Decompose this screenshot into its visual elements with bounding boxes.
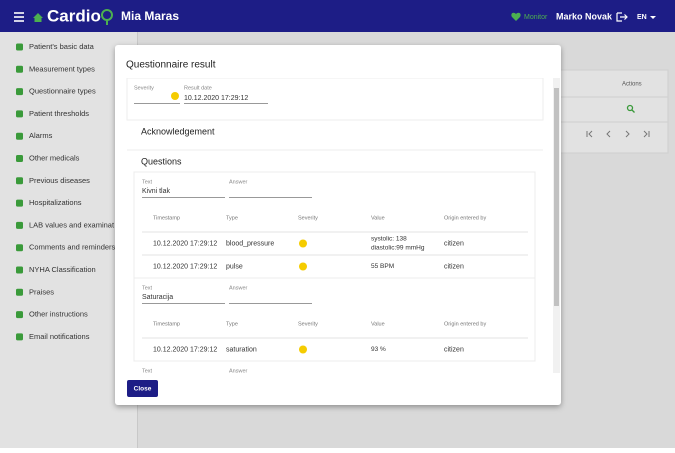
search-icon[interactable] xyxy=(626,104,635,113)
field-value: Kivni tlak xyxy=(142,188,171,195)
dialog xyxy=(115,45,561,405)
menu-item[interactable]: Previous diseases xyxy=(29,176,90,185)
cell-value: diastolic:99 mmHg xyxy=(371,245,425,252)
menu-icon xyxy=(16,43,23,51)
menu-icon xyxy=(16,88,23,96)
menu-item[interactable]: Praises xyxy=(29,287,54,296)
menu-item[interactable]: Alarms xyxy=(29,131,53,140)
field-label: Answer xyxy=(229,179,248,185)
cell-type: pulse xyxy=(226,263,243,270)
field-label: Answer xyxy=(229,368,248,374)
menu-item[interactable]: Email notifications xyxy=(29,332,90,341)
dialog-content: Severity Result date 10.12.2020 17:29:12 Ac… xyxy=(126,78,544,374)
field-label: Severity xyxy=(134,85,154,91)
field-label: Text xyxy=(142,179,153,185)
column-header: Timestamp xyxy=(153,321,180,327)
menu-item[interactable]: Measurement types xyxy=(29,64,95,73)
menu-item[interactable]: Other medicals xyxy=(29,153,80,162)
column-header: Timestamp xyxy=(153,215,180,221)
cell-timestamp: 10.12.2020 17:29:12 xyxy=(153,263,217,270)
field-label: Answer xyxy=(229,285,248,291)
menu-item[interactable]: Questionnaire types xyxy=(29,87,96,96)
column-header: Origin entered by xyxy=(444,215,486,221)
severity-indicator xyxy=(299,262,307,271)
cell-value: 55 BPM xyxy=(371,263,394,270)
role: Monitor xyxy=(524,14,548,21)
field-value: Saturacija xyxy=(142,294,173,301)
menu-item[interactable]: Patient thresholds xyxy=(29,109,89,118)
cell-type: blood_pressure xyxy=(226,240,274,247)
section-heading: Questions xyxy=(141,156,182,166)
menu-icon xyxy=(16,199,23,207)
severity-indicator xyxy=(171,92,179,100)
cell-value: systolic: 138 xyxy=(371,236,407,243)
column-header: Value xyxy=(371,215,385,221)
column-header: Type xyxy=(226,215,238,221)
home-icon[interactable] xyxy=(33,13,43,22)
menu-item[interactable]: LAB values and examinat xyxy=(29,220,115,229)
menu-icon xyxy=(16,288,23,296)
menu-icon xyxy=(16,311,23,319)
close-button[interactable] xyxy=(127,380,158,397)
menu-icon xyxy=(16,333,23,341)
severity-indicator xyxy=(299,345,307,354)
field-value: 10.12.2020 17:29:12 xyxy=(184,95,248,102)
field-label: Result date xyxy=(184,85,212,91)
menu-item[interactable]: Comments and reminders xyxy=(29,243,116,252)
logout-icon[interactable] xyxy=(616,12,628,22)
severity-indicator xyxy=(299,239,307,248)
menu-icon xyxy=(16,221,23,229)
patient-name: Mia Maras xyxy=(121,9,179,23)
heart-icon xyxy=(511,12,521,21)
field-label: Text xyxy=(142,368,153,374)
section-card xyxy=(126,78,544,121)
menu-item[interactable]: Patient's basic data xyxy=(29,42,95,51)
menu-item[interactable]: NYHA Classification xyxy=(29,265,96,274)
sidebar xyxy=(0,32,137,448)
question-card xyxy=(133,277,536,362)
column-header: Value xyxy=(371,321,385,327)
cell-timestamp: 10.12.2020 17:29:12 xyxy=(153,240,217,247)
close-label[interactable]: Close xyxy=(134,386,152,393)
actions-header: Actions xyxy=(622,82,642,88)
menu-icon xyxy=(16,132,23,140)
menu-icon xyxy=(16,155,23,162)
section-heading: Acknowledgement xyxy=(141,126,215,136)
pagination[interactable] xyxy=(586,130,650,138)
menu-item[interactable]: Other instructions xyxy=(29,310,88,319)
menu-icon xyxy=(16,65,23,73)
column-header: Severity xyxy=(298,321,318,327)
app-name: Cardio xyxy=(47,6,101,25)
field-label: Text xyxy=(142,285,153,291)
cell-type: saturation xyxy=(226,346,257,353)
menu-item[interactable]: Hospitalizations xyxy=(29,198,82,207)
menu-icon[interactable] xyxy=(14,12,24,22)
sidebar-menu: Patient's basic data Measurement types Que… xyxy=(16,42,116,341)
column-header: Type xyxy=(226,321,238,327)
scrollbar-thumb[interactable] xyxy=(554,88,559,306)
language[interactable]: EN xyxy=(637,14,647,21)
background-card xyxy=(539,69,669,154)
cell-origin: citizen xyxy=(444,240,464,247)
dialog-title: Questionnaire result xyxy=(126,60,216,71)
menu-icon xyxy=(16,177,23,185)
column-header: Severity xyxy=(298,215,318,221)
column-header: Origin entered by xyxy=(444,321,486,327)
cell-origin: citizen xyxy=(444,263,464,270)
menu-icon xyxy=(16,244,23,252)
language-caret[interactable] xyxy=(650,16,656,19)
cell-origin: citizen xyxy=(444,346,464,353)
user-name: Marko Novak xyxy=(556,11,613,21)
menu-icon xyxy=(16,266,23,274)
cell-timestamp: 10.12.2020 17:29:12 xyxy=(153,346,217,353)
cell-value: 93 % xyxy=(371,346,386,353)
menu-icon xyxy=(16,110,23,118)
